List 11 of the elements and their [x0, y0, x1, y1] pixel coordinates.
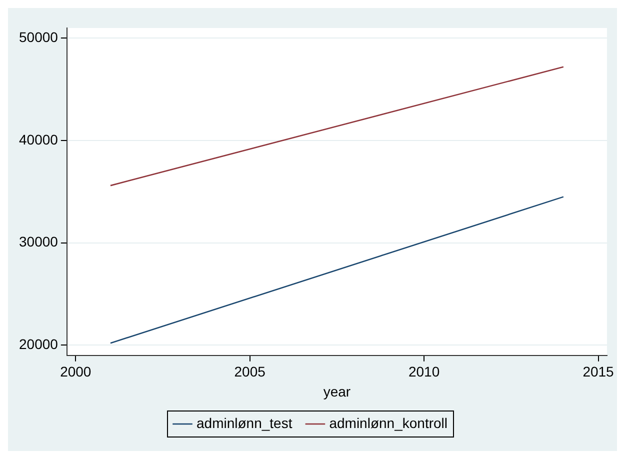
x-tick-label: 2015 — [582, 364, 614, 380]
x-tick-label: 2000 — [60, 364, 92, 380]
x-axis-title: year — [323, 383, 351, 400]
y-tick-label: 20000 — [18, 336, 58, 352]
y-tick-label: 50000 — [18, 29, 58, 46]
legend-label: adminlønn_test — [196, 414, 292, 431]
y-tick-label: 30000 — [18, 234, 58, 250]
x-tick-label: 2010 — [408, 364, 440, 380]
y-tick-label: 40000 — [18, 131, 58, 148]
legend-label: adminlønn_kontroll — [329, 414, 448, 431]
x-tick-label: 2005 — [234, 364, 266, 380]
